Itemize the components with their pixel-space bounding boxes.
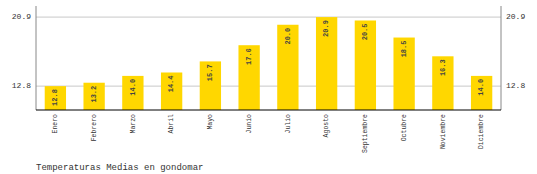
bar (200, 61, 221, 110)
data-label: 18.5 (400, 41, 408, 58)
y-tick-label: 12.8 (12, 81, 31, 90)
bar (238, 45, 259, 110)
data-label: 15.7 (206, 64, 214, 81)
bar (432, 56, 453, 110)
x-tick-label: Abril (168, 114, 175, 134)
x-tick-label: Noviembre (440, 114, 447, 149)
data-label: 20.0 (284, 28, 292, 45)
x-tick-label: Octubre (401, 114, 408, 141)
x-tick-label: Mayo (207, 114, 214, 130)
x-tick-label: Junio (246, 114, 253, 134)
data-label: 12.8 (51, 89, 59, 106)
bar (83, 83, 104, 110)
y-tick-label: 20.9 (12, 12, 31, 21)
data-label: 17.6 (245, 48, 253, 65)
x-axis-line (36, 110, 501, 111)
y2-axis-line (501, 6, 502, 110)
bar (161, 72, 182, 110)
title: Temperaturas Medias en gondomar (36, 163, 203, 173)
y2-tick-label: 12.8 (506, 81, 525, 90)
data-label: 14.0 (129, 79, 137, 96)
bar (45, 86, 66, 110)
bar (393, 38, 414, 110)
data-label: 20.9 (322, 20, 330, 37)
x-tick-label: Enero (52, 114, 59, 134)
bar (471, 76, 492, 110)
x-tick-label: Febrero (91, 114, 98, 141)
x-tick-label: Marzo (130, 114, 137, 134)
data-label: 20.5 (361, 23, 369, 40)
chart-container: 12.8 12.8 20.9 20.9 12.8 13.2 14.0 14.4 15.7 17.6… (0, 0, 537, 174)
grid-line (36, 17, 501, 18)
y-axis-line (36, 6, 37, 110)
data-label: 13.2 (90, 86, 98, 103)
bars (45, 17, 493, 110)
data-label: 14.0 (477, 79, 485, 96)
chart-svg: 12.8 12.8 20.9 20.9 12.8 13.2 14.0 14.4 15.7 17.6… (0, 0, 537, 174)
x-tick-label: Julio (285, 114, 292, 134)
x-tick-label: Septiembre (362, 114, 369, 153)
data-label: 16.3 (439, 59, 447, 76)
bar (277, 25, 298, 110)
y2-tick-label: 20.9 (506, 12, 525, 21)
x-tick-label: Agosto (323, 114, 330, 138)
grid-line (36, 86, 501, 87)
bar (355, 20, 376, 110)
x-tick-label: Diciembre (478, 114, 485, 149)
bar (316, 17, 337, 110)
data-label: 14.4 (167, 75, 175, 92)
bar (122, 76, 143, 110)
